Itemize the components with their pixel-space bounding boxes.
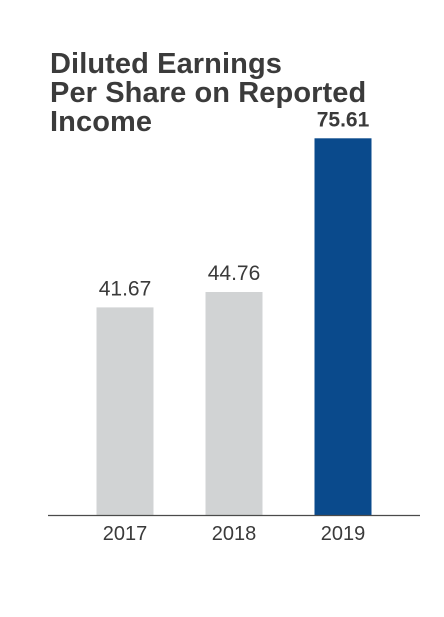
bar-2019	[314, 138, 372, 515]
data-label-2019: 75.61	[317, 108, 370, 131]
chart-title-line-3: Income	[50, 106, 153, 138]
data-label-2017: 41.67	[99, 277, 152, 300]
chart-title-line-1: Diluted Earnings	[50, 48, 283, 80]
data-label-2018: 44.76	[208, 262, 261, 285]
bar-2018	[205, 292, 263, 515]
chart-title: Diluted Earnings Per Share on Reported I…	[50, 50, 410, 137]
x-tick-label-2019: 2019	[321, 523, 366, 545]
chart-title-line-2: Per Share on Reported	[50, 77, 367, 109]
x-tick-label-2017: 2017	[103, 523, 148, 545]
x-tick-label-2018: 2018	[212, 523, 257, 545]
bar-2017	[96, 307, 154, 515]
